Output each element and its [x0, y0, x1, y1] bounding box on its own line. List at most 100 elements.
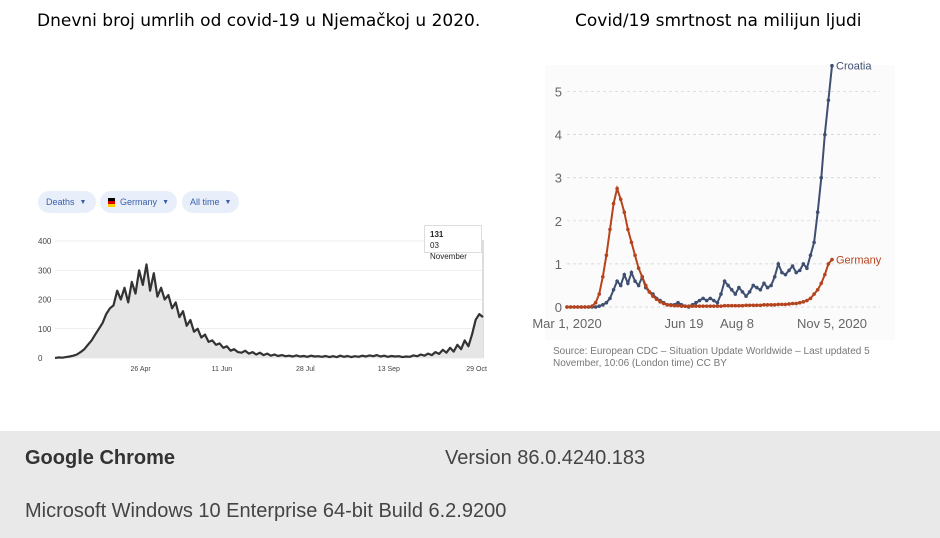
browser-info-footer: Google Chrome Version 86.0.4240.183 Micr…: [0, 431, 940, 538]
germany-data-point: [636, 266, 641, 271]
germany-data-point: [690, 304, 695, 308]
germany-data-point: [672, 303, 677, 308]
metric-filter-label: Deaths: [46, 197, 75, 207]
germany-data-point: [719, 304, 723, 308]
croatia-data-point: [701, 296, 705, 301]
left-deaths-chart: 0 100 200 300 400 26 Apr 11 Jun 28 Jul 13 Sep 29 …: [38, 237, 487, 373]
croatia-data-point: [615, 279, 619, 283]
croatia-data-point: [676, 300, 680, 305]
croatia-data-point: [769, 283, 773, 288]
germany-data-point: [754, 303, 759, 308]
germany-data-point: [601, 275, 605, 279]
croatia-data-point: [601, 303, 605, 307]
germany-data-point: [583, 305, 587, 309]
croatia-data-point: [805, 266, 809, 271]
germany-data-point: [629, 240, 634, 245]
tooltip-value: 131: [430, 230, 444, 239]
os-info: Microsoft Windows 10 Enterprise 64-bit B…: [25, 500, 507, 522]
croatia-data-point: [733, 292, 738, 296]
right-y-tick-label: 5: [555, 85, 562, 100]
germany-data-point: [805, 298, 809, 303]
germany-data-point: [758, 303, 763, 308]
chart-tooltip: 131 03 November: [424, 225, 482, 261]
croatia-data-point: [719, 292, 723, 296]
left-deaths-line: [54, 263, 484, 360]
germany-data-point: [697, 304, 702, 308]
croatia-data-point: [597, 304, 602, 308]
germany-data-point: [780, 302, 784, 307]
germany-data-point: [633, 253, 637, 258]
croatia-data-point: [790, 264, 795, 268]
germany-data-point: [579, 305, 584, 309]
metric-filter-dropdown[interactable]: Deaths ▼: [38, 191, 96, 213]
germany-data-point: [708, 304, 713, 308]
croatia-data-point: [747, 290, 752, 294]
germany-data-point: [747, 303, 752, 308]
germany-data-point: [808, 296, 813, 301]
germany-data-point: [565, 305, 569, 309]
chart-source-note: Source: European CDC – Situation Update …: [553, 346, 870, 369]
germany-data-point: [801, 300, 806, 304]
croatia-data-point: [697, 298, 702, 303]
croatia-data-point: [608, 296, 612, 301]
germany-data-point: [597, 292, 602, 296]
right-mortality-chart: 0 1 2 3 4 5 Mar 1, 2020 Jun 19 Aug 8 Nov 5, 2020 C…: [532, 61, 895, 340]
croatia-data-point: [819, 175, 824, 180]
country-filter-label: Germany: [120, 197, 158, 207]
germany-data-point: [765, 303, 770, 307]
right-chart-title: Covid/19 smrtnost na milijun ljudi: [575, 11, 862, 31]
germany-data-point: [823, 272, 827, 277]
right-x-tick-label: Mar 1, 2020: [532, 316, 601, 331]
charts-canvas: 0 100 200 300 400 26 Apr 11 Jun 28 Jul 13 Sep 29 …: [38, 60, 895, 373]
browser-version: Version 86.0.4240.183: [445, 447, 646, 469]
germany-data-point: [658, 300, 662, 304]
germany-data-point: [776, 302, 781, 307]
right-x-tick-label: Aug 8: [720, 316, 754, 331]
browser-name: Google Chrome: [25, 447, 176, 469]
croatia-data-point: [611, 287, 616, 292]
left-area-fill: [55, 264, 483, 358]
germany-data-point: [615, 186, 619, 191]
croatia-data-point: [712, 298, 716, 303]
left-y-tick-label: 100: [38, 325, 52, 334]
croatia-data-point: [780, 270, 784, 275]
croatia-data-point: [826, 98, 831, 102]
country-filter-dropdown[interactable]: Germany ▼: [100, 191, 177, 213]
right-x-tick-label: Nov 5, 2020: [797, 316, 867, 331]
croatia-series-label: Croatia: [836, 61, 872, 73]
right-y-tick-label: 0: [555, 300, 562, 315]
germany-data-point: [744, 303, 748, 308]
croatia-data-point: [762, 281, 766, 286]
germany-data-point: [830, 257, 834, 262]
germany-data-point: [762, 303, 766, 307]
croatia-data-point: [729, 287, 734, 292]
range-filter-dropdown[interactable]: All time ▼: [182, 191, 239, 213]
croatia-data-point: [618, 283, 623, 288]
right-y-tick-label: 2: [555, 214, 562, 229]
germany-data-point: [618, 197, 623, 202]
germany-data-point: [665, 303, 670, 307]
right-y-tick-label: 3: [555, 171, 562, 186]
left-x-tick-label: 29 Oct: [466, 366, 487, 373]
germany-data-point: [815, 287, 820, 292]
germany-data-point: [729, 303, 734, 308]
left-x-tick-label: 28 Jul: [296, 366, 315, 373]
germany-data-point: [654, 297, 659, 302]
germany-data-point: [676, 303, 680, 308]
germany-data-point: [797, 300, 802, 305]
germany-data-point: [812, 292, 816, 296]
germany-data-point: [819, 281, 824, 286]
germany-data-point: [769, 303, 773, 307]
croatia-data-point: [737, 285, 741, 290]
germany-data-point: [611, 201, 616, 206]
chevron-down-icon: ▼: [79, 198, 87, 206]
germany-data-point: [640, 275, 645, 279]
croatia-data-point: [694, 300, 698, 305]
croatia-data-point: [794, 270, 798, 275]
germany-data-point: [737, 303, 741, 308]
germany-data-point: [751, 303, 756, 308]
croatia-data-point: [787, 268, 791, 273]
left-x-tick-label: 13 Sep: [378, 366, 400, 373]
germany-data-point: [733, 303, 738, 308]
left-x-tick-label: 11 Jun: [212, 366, 233, 373]
